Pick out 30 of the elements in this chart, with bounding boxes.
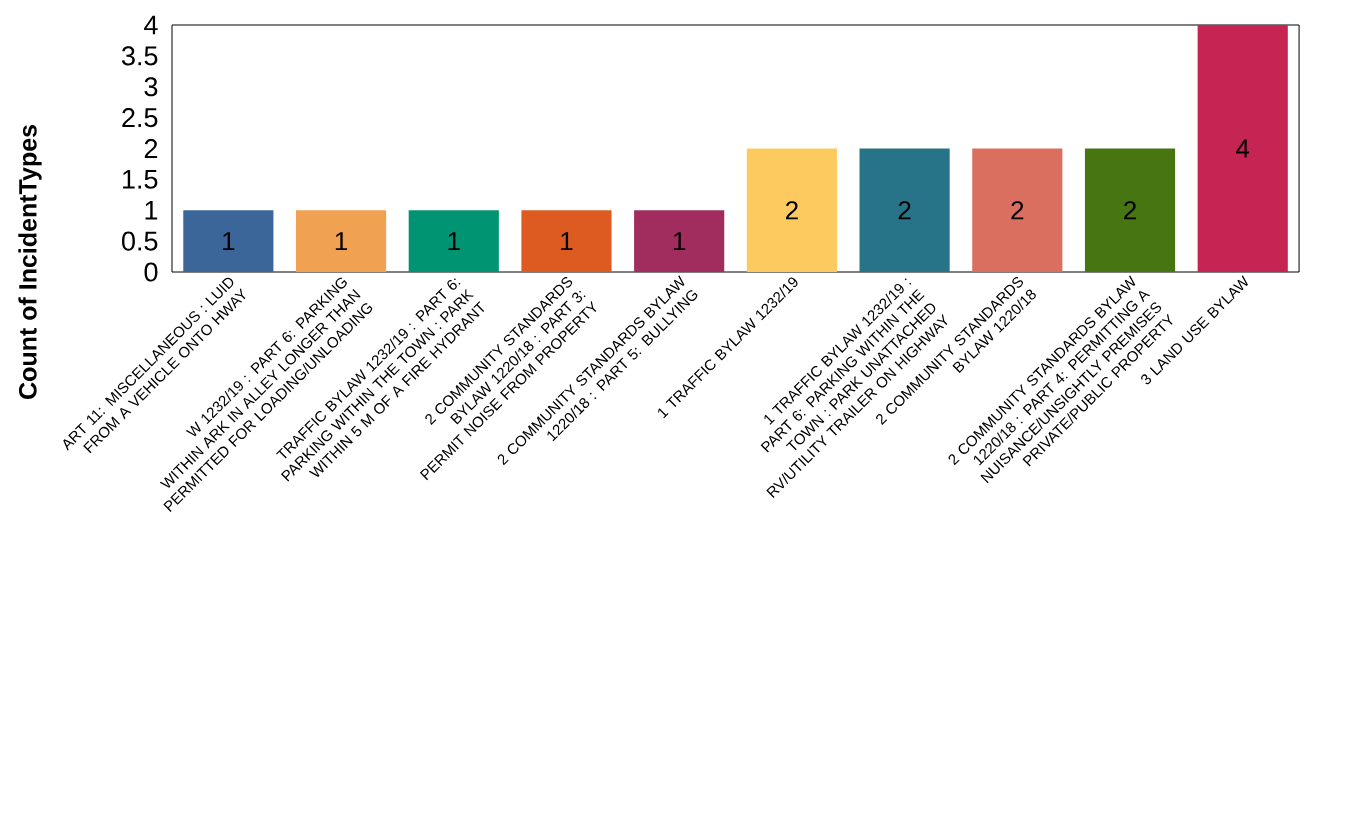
y-tick-label: 2 [144, 139, 158, 158]
y-axis-title: Count of IncidentTypes [18, 125, 42, 399]
data-label: 4 [1236, 139, 1250, 158]
y-tick-label: 1.5 [123, 169, 158, 189]
bar [408, 210, 499, 273]
bar [972, 148, 1063, 273]
y-tick-label: 4 [144, 15, 158, 35]
data-label: 1 [335, 232, 348, 251]
data-label: 1 [448, 232, 460, 251]
y-tick-label: 0.5 [122, 231, 158, 251]
bar [295, 210, 387, 273]
data-label: 2 [1011, 201, 1024, 220]
data-label: 2 [1124, 201, 1136, 220]
data-label: 1 [673, 232, 686, 251]
y-tick-label: 3 [144, 77, 158, 97]
y-tick-label: 3.5 [121, 46, 158, 66]
bar [746, 148, 837, 273]
data-label: 2 [898, 201, 911, 220]
bar [1084, 148, 1176, 273]
bar [634, 210, 725, 273]
y-tick-label: 2.5 [122, 108, 158, 128]
data-label: 1 [561, 232, 573, 251]
y-tick-label: 1 [145, 200, 158, 220]
bar [1197, 25, 1288, 273]
data-label: 1 [223, 232, 235, 251]
bar [859, 148, 950, 273]
y-tick-label: 0 [144, 262, 158, 282]
data-label: 2 [785, 201, 798, 220]
bar [183, 210, 274, 273]
bar [521, 210, 612, 273]
